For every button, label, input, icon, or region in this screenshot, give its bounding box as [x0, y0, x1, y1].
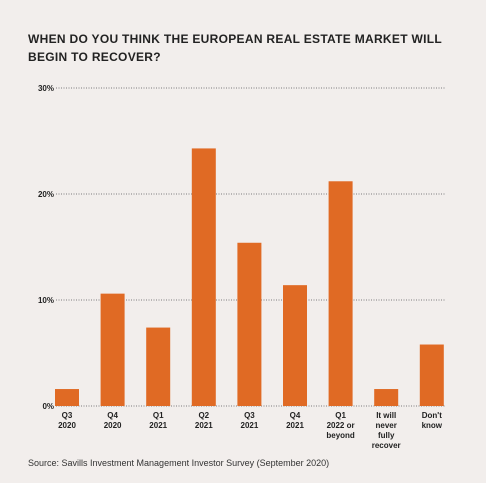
y-axis-ticks: 0% 10% 20% 30% — [38, 84, 54, 411]
chart-title: WHEN DO YOU THINK THE EUROPEAN REAL ESTA… — [28, 32, 442, 64]
bars — [55, 148, 444, 407]
x-tick-label: Q1 2021 — [149, 411, 167, 430]
bar — [283, 285, 307, 406]
x-tick-label: Q4 2020 — [104, 411, 122, 430]
x-tick-label: Don't know — [422, 411, 443, 430]
bar — [328, 181, 353, 406]
x-tick-label: Q4 2021 — [286, 411, 304, 430]
bar — [55, 389, 79, 406]
x-tick-label: Q3 2021 — [241, 411, 259, 430]
y-tick-label: 30% — [38, 84, 54, 93]
bar — [100, 293, 125, 406]
bar — [191, 148, 216, 407]
source-note: Source: Savills Investment Management In… — [28, 458, 330, 468]
bar — [374, 389, 399, 406]
x-tick-label: Q2 2021 — [195, 411, 213, 430]
y-tick-label: 0% — [42, 402, 54, 411]
x-tick-label: Q3 2020 — [58, 411, 76, 430]
bar — [419, 344, 444, 406]
x-tick-label: It will never fully recover — [372, 411, 401, 450]
x-tick-label: Q1 2022 or beyond — [326, 411, 355, 440]
bar — [146, 327, 171, 406]
y-tick-label: 10% — [38, 296, 54, 305]
bar — [237, 242, 262, 406]
x-axis-ticks: Q3 2020 Q4 2020 Q1 2021 Q2 2021 Q3 2021 Q4 2021 Q1 20… — [58, 411, 443, 450]
y-tick-label: 20% — [38, 190, 54, 199]
